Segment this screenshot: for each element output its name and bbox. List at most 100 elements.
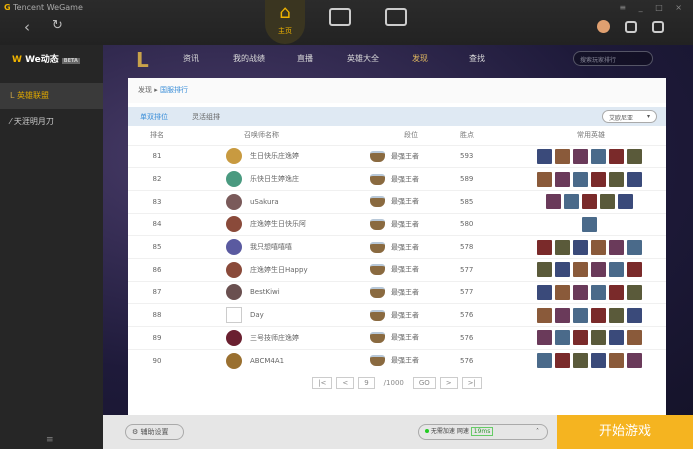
- assist-settings-button[interactable]: ⚙ 辅助设置: [125, 424, 184, 440]
- table-row[interactable]: 88 Day 最强王者 576: [128, 303, 666, 327]
- chat-icon[interactable]: [625, 21, 637, 33]
- first-page-button[interactable]: |<: [312, 376, 333, 389]
- hero-icon[interactable]: [537, 353, 552, 369]
- hero-icon[interactable]: [573, 284, 588, 300]
- summoner-name[interactable]: 生日快乐庄逸婷: [250, 152, 299, 161]
- hero-icon[interactable]: [627, 330, 642, 346]
- hero-icon[interactable]: [573, 353, 588, 369]
- hero-icon[interactable]: [591, 171, 606, 187]
- summoner-name[interactable]: 乐快日生婷逸庄: [250, 175, 299, 184]
- hero-icon[interactable]: [537, 284, 552, 300]
- summoner-name[interactable]: ABCM4A1: [250, 356, 285, 365]
- nav-news[interactable]: 资讯: [183, 54, 199, 63]
- summoner-name[interactable]: Day: [250, 311, 264, 320]
- we-feed[interactable]: W We动态 BETA: [12, 55, 80, 65]
- home-button[interactable]: ⌂ 主页: [265, 0, 305, 44]
- table-row[interactable]: 90 ABCM4A1 最强王者 576: [128, 348, 666, 372]
- hero-icon[interactable]: [591, 148, 606, 164]
- hero-icon[interactable]: [555, 239, 570, 255]
- hero-icon[interactable]: [555, 330, 570, 346]
- hero-icon[interactable]: [627, 171, 642, 187]
- summoner-name[interactable]: 庄逸婷生日Happy: [250, 265, 308, 274]
- table-row[interactable]: 81 生日快乐庄逸婷 最强王者 593: [128, 144, 666, 168]
- hero-icon[interactable]: [591, 284, 606, 300]
- summoner-name[interactable]: 三号技师庄逸婷: [250, 333, 299, 342]
- go-button[interactable]: GO: [412, 376, 436, 389]
- hero-icon[interactable]: [537, 148, 552, 164]
- table-row[interactable]: 84 庄逸婷生日快乐阿 最强王者 580: [128, 212, 666, 236]
- network-status[interactable]: 无需加速 网速 19ms ˄: [418, 424, 548, 440]
- hero-icon[interactable]: [609, 262, 624, 278]
- hero-icon[interactable]: [618, 194, 633, 210]
- hero-icon[interactable]: [555, 284, 570, 300]
- hero-icon[interactable]: [627, 262, 642, 278]
- hero-icon[interactable]: [627, 284, 642, 300]
- hero-icon[interactable]: [627, 239, 642, 255]
- nav-my-records[interactable]: 我的战绩: [233, 54, 265, 63]
- table-row[interactable]: 86 庄逸婷生日Happy 最强王者 577: [128, 257, 666, 282]
- hero-icon[interactable]: [582, 194, 597, 210]
- hero-icon[interactable]: [564, 194, 579, 210]
- hero-icon[interactable]: [609, 148, 624, 164]
- table-row[interactable]: 82 乐快日生婷逸庄 最强王者 589: [128, 167, 666, 191]
- store-icon[interactable]: [329, 8, 351, 26]
- hero-icon[interactable]: [591, 330, 606, 346]
- nav-search[interactable]: 查找: [469, 54, 485, 63]
- back-icon[interactable]: ‹: [24, 18, 30, 36]
- next-page-button[interactable]: >: [439, 376, 458, 389]
- hero-icon[interactable]: [609, 330, 624, 346]
- hero-icon[interactable]: [609, 239, 624, 255]
- summoner-name[interactable]: uSakura: [250, 197, 279, 206]
- hero-icon[interactable]: [609, 284, 624, 300]
- summoner-name[interactable]: BestKiwi: [250, 288, 280, 297]
- hero-icon[interactable]: [609, 171, 624, 187]
- hero-icon[interactable]: [573, 262, 588, 278]
- hero-icon[interactable]: [591, 307, 606, 323]
- refresh-icon[interactable]: ↻: [52, 18, 63, 33]
- summoner-name[interactable]: 我只想嘻嘻嘻: [250, 243, 292, 252]
- hero-icon[interactable]: [573, 148, 588, 164]
- hero-icon[interactable]: [555, 148, 570, 164]
- hero-icon[interactable]: [537, 262, 552, 278]
- sidebar-item-moonblade[interactable]: ⁄ 天涯明月刀: [10, 117, 54, 126]
- tab-solo[interactable]: 单双排位: [140, 113, 168, 121]
- hero-icon[interactable]: [582, 216, 597, 232]
- nav-heroes[interactable]: 英雄大全: [347, 54, 379, 63]
- summoner-name[interactable]: 庄逸婷生日快乐阿: [250, 220, 306, 229]
- last-page-button[interactable]: >|: [461, 376, 482, 389]
- hero-icon[interactable]: [609, 307, 624, 323]
- hero-icon[interactable]: [537, 307, 552, 323]
- user-avatar[interactable]: [597, 20, 610, 33]
- start-game-button[interactable]: 开始游戏: [557, 415, 693, 449]
- window-controls[interactable]: ≡ _ □ ×: [619, 3, 687, 12]
- nav-discover[interactable]: 发现: [412, 54, 428, 63]
- hero-icon[interactable]: [555, 353, 570, 369]
- hero-icon[interactable]: [591, 353, 606, 369]
- tab-flex[interactable]: 灵活组排: [192, 113, 220, 121]
- player-search-input[interactable]: 搜索玩家排行: [573, 51, 653, 66]
- hero-icon[interactable]: [591, 239, 606, 255]
- video-icon[interactable]: [385, 8, 407, 26]
- hero-icon[interactable]: [627, 353, 642, 369]
- page-input[interactable]: 9: [358, 376, 375, 389]
- table-row[interactable]: 83 uSakura 最强王者 585: [128, 189, 666, 214]
- table-row[interactable]: 87 BestKiwi 最强王者 577: [128, 280, 666, 304]
- hero-icon[interactable]: [537, 171, 552, 187]
- hero-icon[interactable]: [627, 148, 642, 164]
- hero-icon[interactable]: [555, 262, 570, 278]
- hero-icon[interactable]: [573, 239, 588, 255]
- hero-icon[interactable]: [555, 307, 570, 323]
- hero-icon[interactable]: [573, 330, 588, 346]
- hero-icon[interactable]: [537, 239, 552, 255]
- menu-icon[interactable]: ≡: [46, 435, 54, 445]
- sidebar-item-lol[interactable]: L 英雄联盟: [0, 83, 103, 109]
- region-select[interactable]: 艾欧尼亚 ▾: [602, 110, 657, 123]
- table-row[interactable]: 89 三号技师庄逸婷 最强王者 576: [128, 326, 666, 350]
- nav-live[interactable]: 直播: [297, 54, 313, 63]
- hero-icon[interactable]: [573, 171, 588, 187]
- prev-page-button[interactable]: <: [336, 376, 355, 389]
- tasks-icon[interactable]: [652, 21, 664, 33]
- hero-icon[interactable]: [555, 171, 570, 187]
- hero-icon[interactable]: [537, 330, 552, 346]
- hero-icon[interactable]: [573, 307, 588, 323]
